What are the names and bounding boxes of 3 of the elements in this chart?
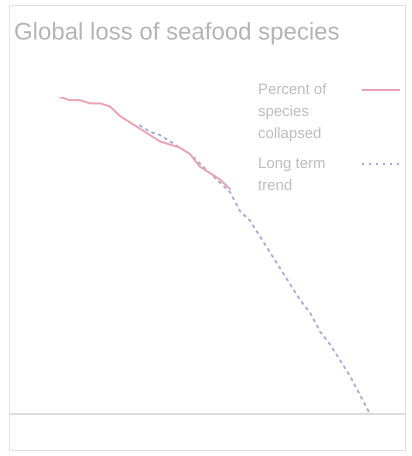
chart-title: Global loss of seafood species bbox=[14, 18, 340, 46]
series-label: Long term trend bbox=[258, 155, 326, 194]
legend-label: Percent of species collapsed bbox=[258, 81, 328, 142]
